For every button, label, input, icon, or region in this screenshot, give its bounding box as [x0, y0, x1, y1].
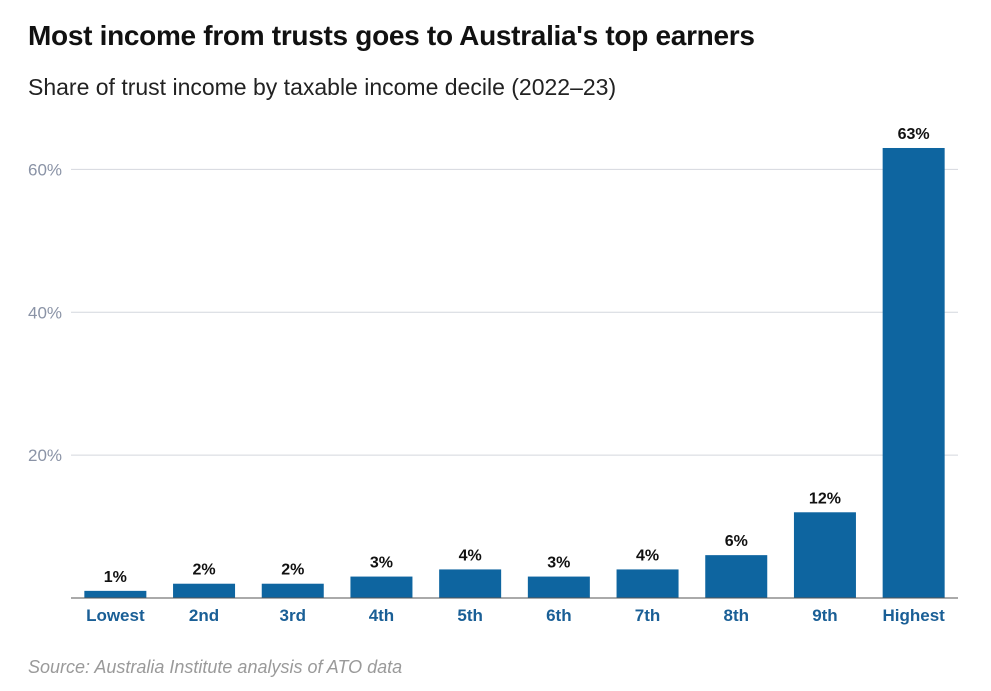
- bar: [173, 583, 236, 598]
- data-label: 3%: [370, 555, 393, 572]
- source-note: Source: Australia Institute analysis of …: [28, 657, 403, 677]
- bars: [84, 147, 945, 598]
- bar: [84, 590, 147, 598]
- y-tick-label: 60%: [28, 160, 62, 179]
- bar: [350, 576, 413, 598]
- y-axis: 20% 40% 60%: [28, 160, 62, 465]
- x-axis: Lowest 2nd 3rd 4th 5th 6th 7th 8th 9th Highest: [86, 606, 945, 625]
- x-tick-label: Lowest: [86, 606, 145, 625]
- data-labels: 1% 2% 2% 3% 4% 3% 4% 6% 12% 63%: [104, 126, 930, 586]
- x-tick-label: 5th: [457, 606, 483, 625]
- x-tick-label: 2nd: [189, 606, 219, 625]
- data-label: 12%: [809, 490, 841, 507]
- data-label: 1%: [104, 569, 127, 586]
- data-label: 4%: [636, 547, 659, 564]
- data-label: 3%: [547, 555, 570, 572]
- data-label: 4%: [459, 547, 482, 564]
- bar: [439, 569, 502, 598]
- x-tick-label: 4th: [369, 606, 395, 625]
- data-label: 2%: [281, 562, 304, 579]
- bar-chart: 20% 40% 60% 1% 2% 2% 3% 4% 3% 4% 6% 12% 63% Lowest 2…: [28, 126, 958, 625]
- bar: [882, 147, 945, 598]
- bar: [705, 555, 768, 598]
- x-tick-label: 9th: [812, 606, 838, 625]
- data-label: 6%: [725, 533, 748, 550]
- x-tick-label: 6th: [546, 606, 572, 625]
- data-label: 2%: [192, 562, 215, 579]
- bar: [616, 569, 679, 598]
- y-tick-label: 40%: [28, 303, 62, 322]
- x-tick-label: 7th: [635, 606, 661, 625]
- chart-subtitle: Share of trust income by taxable income …: [28, 74, 617, 100]
- chart-title: Most income from trusts goes to Australi…: [28, 20, 755, 51]
- y-tick-label: 20%: [28, 446, 62, 465]
- x-tick-label: 3rd: [280, 606, 306, 625]
- bar: [527, 576, 590, 598]
- gridlines: [71, 168, 958, 456]
- x-tick-label: 8th: [724, 606, 750, 625]
- x-tick-label: Highest: [882, 606, 945, 625]
- data-label: 63%: [898, 126, 930, 143]
- bar: [261, 583, 324, 598]
- bar: [793, 512, 856, 598]
